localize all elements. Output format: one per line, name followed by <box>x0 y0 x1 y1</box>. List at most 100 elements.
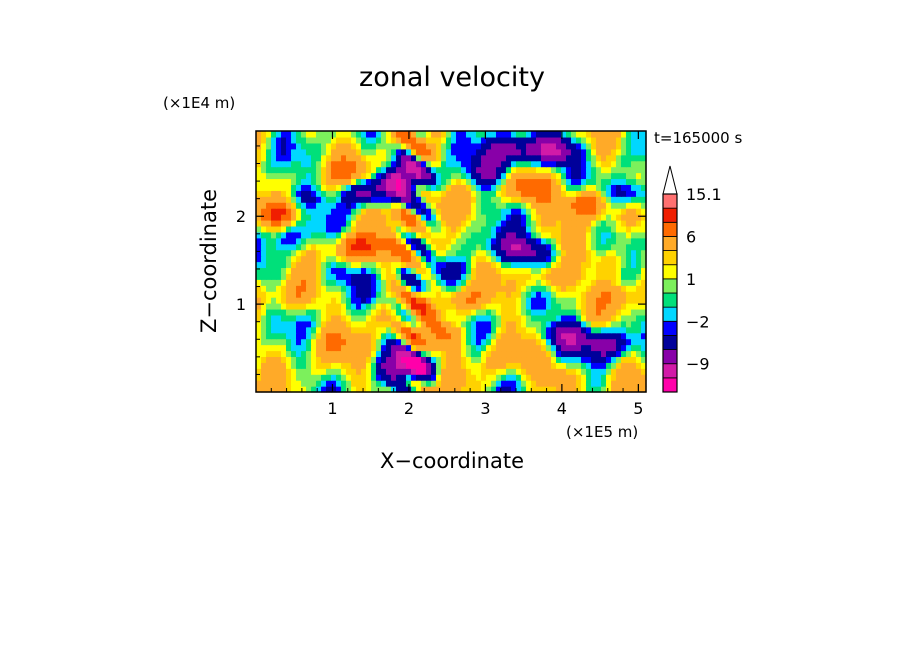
heatmap-cell <box>576 196 582 203</box>
heatmap-cell <box>391 338 397 346</box>
heatmap-cell <box>436 142 442 150</box>
heatmap-cell <box>441 154 447 162</box>
heatmap-cell <box>301 231 307 239</box>
heatmap-cell <box>346 350 352 358</box>
heatmap-cell <box>311 297 317 304</box>
heatmap-cell <box>401 131 407 138</box>
heatmap-cell <box>511 303 517 310</box>
heatmap-cell <box>376 303 382 310</box>
heatmap-cell <box>386 172 392 180</box>
heatmap-cell <box>386 308 392 316</box>
heatmap-cell <box>431 362 437 369</box>
heatmap-cell <box>266 314 272 322</box>
heatmap-cell <box>416 225 422 233</box>
heatmap-cell <box>316 356 322 363</box>
heatmap-cell <box>391 303 397 310</box>
heatmap-cell <box>621 172 627 180</box>
heatmap-cell <box>626 196 632 203</box>
heatmap-cell <box>446 160 452 168</box>
heatmap-cell <box>416 308 422 316</box>
heatmap-cell <box>481 374 487 381</box>
heatmap-cell <box>431 314 437 322</box>
heatmap-cell <box>276 386 282 393</box>
heatmap-cell <box>606 178 612 185</box>
heatmap-cell <box>366 380 372 387</box>
heatmap-cell <box>386 178 392 185</box>
heatmap-cell <box>356 261 362 269</box>
heatmap-cell <box>516 172 522 180</box>
heatmap-cell <box>501 142 507 150</box>
heatmap-cell <box>551 356 557 363</box>
heatmap-cell <box>316 314 322 322</box>
heatmap-cell <box>321 320 327 328</box>
heatmap-cell <box>456 314 462 322</box>
heatmap-cell <box>476 267 482 274</box>
heatmap-cell <box>411 208 417 215</box>
heatmap-cell <box>531 338 537 346</box>
heatmap-cell <box>551 214 557 221</box>
heatmap-cell <box>591 219 597 227</box>
heatmap-cell <box>411 332 417 340</box>
heatmap-cell <box>261 178 267 185</box>
heatmap-cell <box>491 255 497 263</box>
heatmap-cell <box>416 261 422 269</box>
heatmap-cell <box>446 273 452 280</box>
heatmap-cell <box>601 362 607 369</box>
heatmap-cell <box>311 320 317 328</box>
heatmap-cell <box>281 261 287 269</box>
heatmap-cell <box>276 208 282 215</box>
heatmap-cell <box>286 190 292 197</box>
heatmap-cell <box>396 231 402 239</box>
heatmap-cell <box>401 178 407 185</box>
heatmap-cell <box>586 261 592 269</box>
heatmap-cell <box>586 285 592 292</box>
heatmap-cell <box>376 225 382 233</box>
heatmap-cell <box>471 320 477 328</box>
heatmap-cell <box>581 154 587 162</box>
heatmap-cell <box>546 291 552 298</box>
heatmap-cell <box>486 178 492 185</box>
heatmap-cell <box>566 190 572 197</box>
heatmap-cell <box>291 190 297 197</box>
heatmap-cell <box>516 297 522 304</box>
heatmap-cell <box>346 356 352 363</box>
heatmap-cell <box>351 267 357 274</box>
heatmap-cell <box>426 225 432 233</box>
heatmap-cell <box>466 267 472 274</box>
heatmap-cell <box>406 338 412 346</box>
heatmap-cell <box>521 172 527 180</box>
heatmap-cell <box>396 326 402 334</box>
heatmap-cell <box>621 332 627 340</box>
heatmap-cell <box>456 255 462 263</box>
heatmap-cell <box>571 273 577 280</box>
heatmap-cell <box>421 320 427 328</box>
y-tick-label: 2 <box>236 207 246 226</box>
heatmap-cell <box>456 136 462 144</box>
heatmap-cell <box>636 344 642 352</box>
heatmap-cell <box>291 314 297 322</box>
heatmap-cell <box>371 350 377 358</box>
heatmap-cell <box>496 166 502 174</box>
heatmap-cell <box>436 362 442 369</box>
heatmap-cell <box>431 332 437 340</box>
heatmap-cell <box>401 386 407 393</box>
heatmap-cell <box>356 338 362 346</box>
heatmap-cell <box>416 267 422 274</box>
heatmap-cell <box>536 350 542 358</box>
heatmap-cell <box>511 356 517 363</box>
heatmap-cell <box>401 368 407 375</box>
heatmap-cell <box>446 380 452 387</box>
heatmap-cell <box>611 172 617 180</box>
heatmap-cell <box>586 267 592 274</box>
heatmap-cell <box>416 273 422 280</box>
heatmap-cell <box>471 154 477 162</box>
heatmap-cell <box>431 243 437 251</box>
heatmap-cell <box>401 267 407 274</box>
heatmap-cell <box>466 237 472 245</box>
heatmap-cell <box>536 202 542 209</box>
heatmap-cell <box>371 356 377 363</box>
heatmap-cell <box>406 219 412 227</box>
heatmap-cell <box>271 196 277 203</box>
heatmap-cell <box>536 261 542 269</box>
heatmap-cell <box>566 142 572 150</box>
